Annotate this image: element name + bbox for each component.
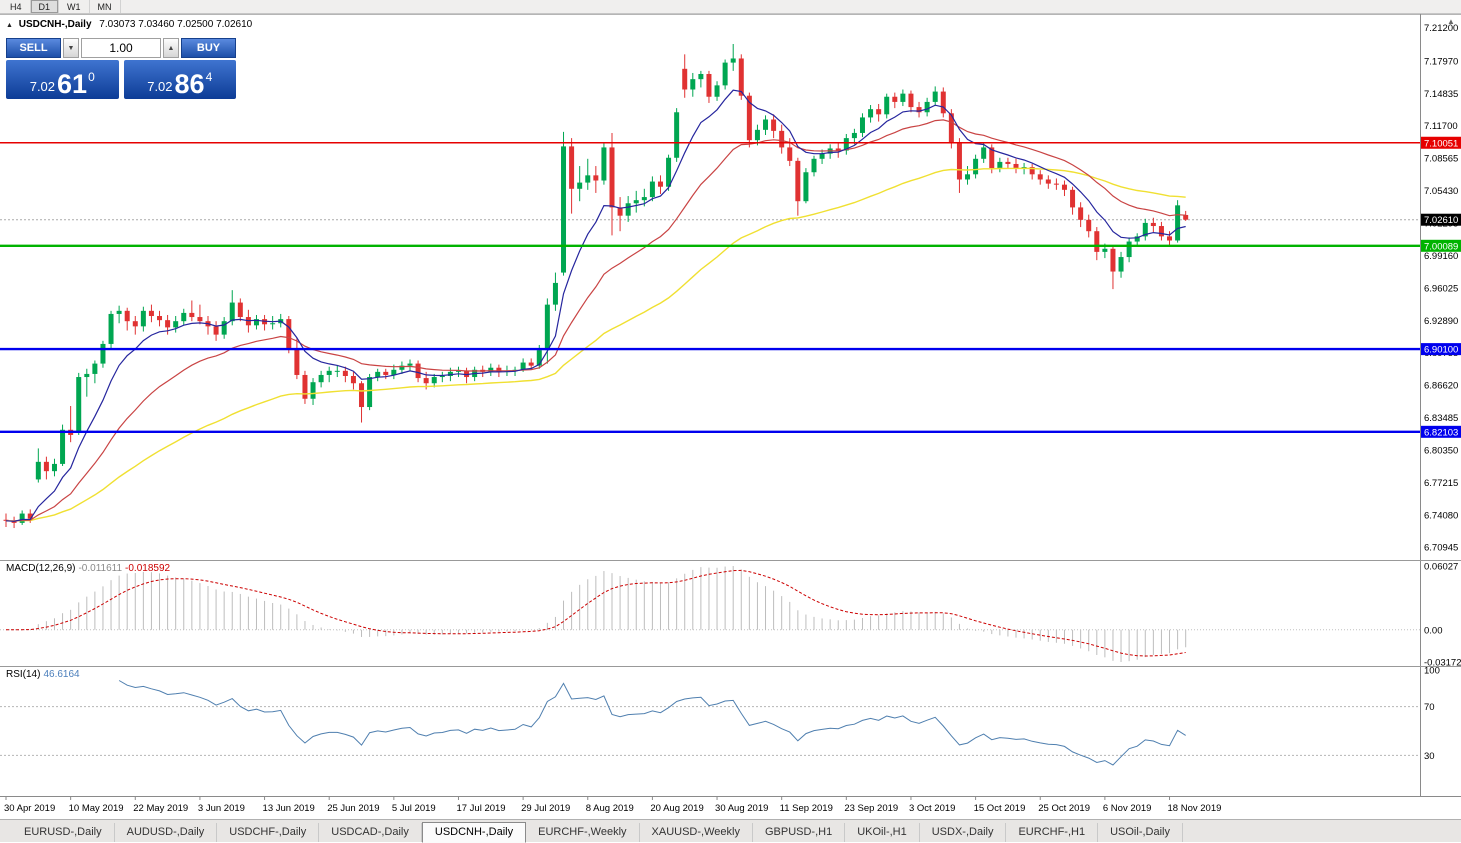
chart-tab-USDX-Daily[interactable]: USDX-,Daily [920, 823, 1007, 842]
timeframe-button-D1[interactable]: D1 [31, 0, 60, 13]
svg-text:7.17970: 7.17970 [1424, 56, 1458, 67]
buy-price-point: 4 [206, 70, 213, 84]
buy-button[interactable]: BUY [181, 38, 236, 58]
svg-text:6.70945: 6.70945 [1424, 543, 1458, 554]
svg-text:7.08565: 7.08565 [1424, 154, 1458, 165]
svg-text:30 Aug 2019: 30 Aug 2019 [715, 803, 768, 814]
svg-text:70: 70 [1424, 702, 1435, 713]
svg-text:6.99160: 6.99160 [1424, 251, 1458, 262]
macd-main-value: -0.011611 [78, 563, 122, 574]
svg-text:25 Oct 2019: 25 Oct 2019 [1038, 803, 1090, 814]
sell-price-pips: 61 [57, 70, 87, 98]
svg-text:6.80350: 6.80350 [1424, 445, 1458, 456]
svg-text:7.02610: 7.02610 [1424, 215, 1458, 226]
chart-tab-USDCNH-Daily[interactable]: USDCNH-,Daily [422, 822, 526, 843]
volume-up-button[interactable]: ▲ [163, 38, 179, 58]
svg-text:22 May 2019: 22 May 2019 [133, 803, 188, 814]
macd-label: MACD(12,26,9)-0.011611-0.018592 [6, 563, 170, 574]
sell-price-prefix: 7.02 [30, 79, 55, 94]
chart-tab-AUDUSD-Daily[interactable]: AUDUSD-,Daily [115, 823, 218, 842]
svg-text:10 May 2019: 10 May 2019 [69, 803, 124, 814]
timeframe-button-W1[interactable]: W1 [59, 0, 90, 13]
chart-background [0, 14, 1461, 819]
svg-text:18 Nov 2019: 18 Nov 2019 [1168, 803, 1222, 814]
svg-text:6.86620: 6.86620 [1424, 381, 1458, 392]
rsi-value: 46.6164 [43, 669, 79, 680]
trade-panel-controls: SELL ▼ ▲ BUY [6, 38, 236, 58]
buy-price-prefix: 7.02 [147, 79, 172, 94]
svg-text:6 Nov 2019: 6 Nov 2019 [1103, 803, 1152, 814]
svg-text:6.77215: 6.77215 [1424, 478, 1458, 489]
level-badge-7.00089: 7.00089 [1421, 240, 1461, 253]
level-badge-6.82103: 6.82103 [1421, 426, 1461, 439]
chart-tab-USDCAD-Daily[interactable]: USDCAD-,Daily [319, 823, 422, 842]
chart-tab-EURCHF-Weekly[interactable]: EURCHF-,Weekly [526, 823, 639, 842]
svg-text:7.10051: 7.10051 [1424, 138, 1458, 149]
volume-input[interactable] [81, 38, 161, 58]
svg-text:7.14835: 7.14835 [1424, 89, 1458, 100]
rsi-name: RSI(14) [6, 669, 40, 680]
svg-text:3 Oct 2019: 3 Oct 2019 [909, 803, 955, 814]
svg-text:29 Jul 2019: 29 Jul 2019 [521, 803, 570, 814]
svg-text:13 Jun 2019: 13 Jun 2019 [263, 803, 315, 814]
svg-text:6.90100: 6.90100 [1424, 345, 1458, 356]
svg-text:30: 30 [1424, 751, 1435, 762]
chart-tab-USOil-Daily[interactable]: USOil-,Daily [1098, 823, 1183, 842]
chart-title: USDCNH-,Daily [19, 19, 92, 30]
chart-ohlc-values: 7.03073 7.03460 7.02500 7.02610 [99, 19, 252, 30]
level-badge-6.90100: 6.90100 [1421, 343, 1461, 356]
rsi-label: RSI(14)46.6164 [6, 669, 80, 680]
svg-text:0.00: 0.00 [1424, 625, 1443, 636]
svg-text:20 Aug 2019: 20 Aug 2019 [650, 803, 703, 814]
chart-header: ▲ USDCNH-,Daily 7.03073 7.03460 7.02500 … [6, 19, 252, 30]
svg-text:23 Sep 2019: 23 Sep 2019 [844, 803, 898, 814]
timeframe-button-H4[interactable]: H4 [2, 0, 31, 13]
svg-text:30 Apr 2019: 30 Apr 2019 [4, 803, 55, 814]
svg-text:5 Jul 2019: 5 Jul 2019 [392, 803, 436, 814]
scroll-up-icon[interactable]: ▲ [1447, 17, 1455, 26]
svg-text:100: 100 [1424, 666, 1440, 677]
level-badge-7.10051: 7.10051 [1421, 137, 1461, 149]
chart-tab-GBPUSD-H1[interactable]: GBPUSD-,H1 [753, 823, 845, 842]
svg-text:7.05430: 7.05430 [1424, 186, 1458, 197]
chart-tab-UKOil-H1[interactable]: UKOil-,H1 [845, 823, 920, 842]
one-click-toggle-icon[interactable]: ▲ [6, 22, 13, 29]
svg-text:11 Sep 2019: 11 Sep 2019 [780, 803, 833, 814]
timeframe-button-MN[interactable]: MN [90, 0, 121, 13]
macd-name: MACD(12,26,9) [6, 563, 75, 574]
svg-text:8 Aug 2019: 8 Aug 2019 [586, 803, 634, 814]
svg-text:25 Jun 2019: 25 Jun 2019 [327, 803, 379, 814]
price-chart[interactable]: 7.212007.179707.148357.117007.085657.054… [0, 14, 1461, 819]
svg-text:6.83485: 6.83485 [1424, 413, 1458, 424]
volume-down-button[interactable]: ▼ [63, 38, 79, 58]
svg-text:17 Jul 2019: 17 Jul 2019 [456, 803, 505, 814]
svg-text:7.11700: 7.11700 [1424, 121, 1458, 132]
svg-text:3 Jun 2019: 3 Jun 2019 [198, 803, 245, 814]
chart-tab-EURCHF-H1[interactable]: EURCHF-,H1 [1006, 823, 1098, 842]
svg-text:6.74080: 6.74080 [1424, 510, 1458, 521]
svg-text:6.96025: 6.96025 [1424, 283, 1458, 294]
svg-text:0.06027: 0.06027 [1424, 562, 1458, 573]
current-price-badge: 7.02610 [1421, 214, 1461, 227]
sell-price-point: 0 [88, 70, 95, 84]
chart-tab-XAUUSD-Weekly[interactable]: XAUUSD-,Weekly [640, 823, 753, 842]
svg-text:7.00089: 7.00089 [1424, 241, 1458, 252]
svg-text:6.92890: 6.92890 [1424, 316, 1458, 327]
svg-text:15 Oct 2019: 15 Oct 2019 [974, 803, 1026, 814]
chart-tab-EURUSD-Daily[interactable]: EURUSD-,Daily [12, 823, 115, 842]
svg-text:6.82103: 6.82103 [1424, 427, 1458, 438]
macd-signal-value: -0.018592 [125, 563, 170, 574]
sell-button[interactable]: SELL [6, 38, 61, 58]
buy-price-pips: 86 [175, 70, 205, 98]
chart-tab-USDCHF-Daily[interactable]: USDCHF-,Daily [217, 823, 319, 842]
